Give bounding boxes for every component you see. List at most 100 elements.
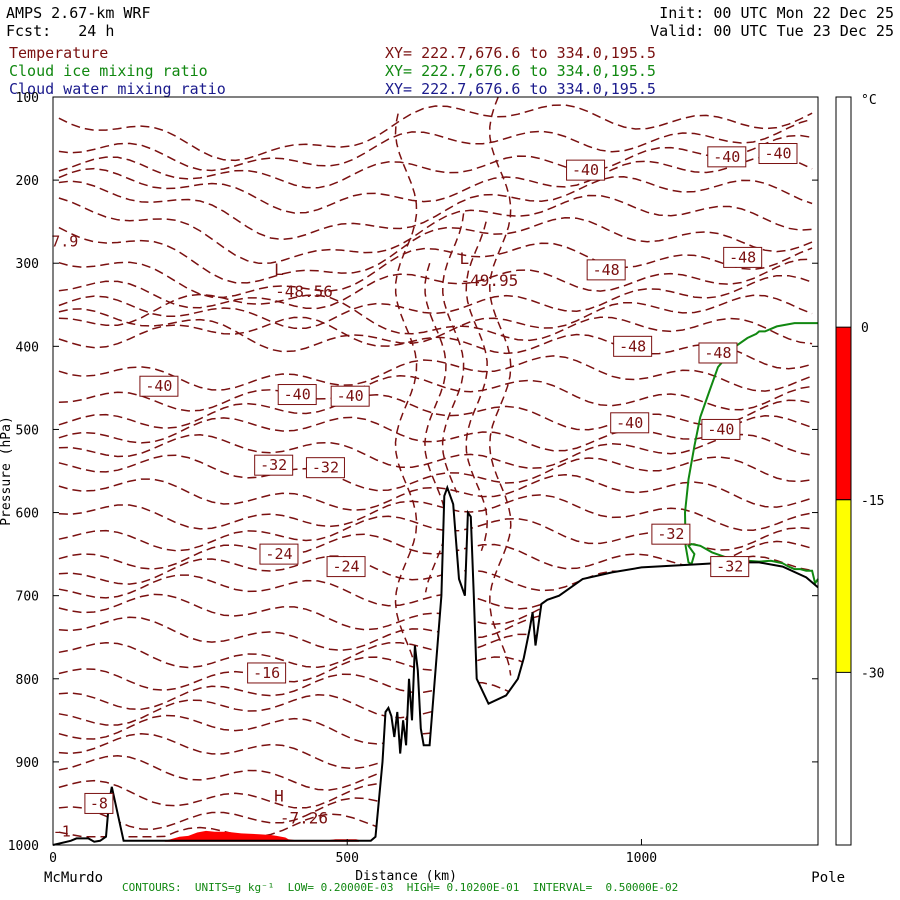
x-tick-label: 0 [49, 851, 57, 866]
temperature-contour-line [58, 393, 813, 431]
extremum-marker: H [274, 787, 284, 806]
contour-label: -32 [312, 459, 339, 477]
field-cloud-water-xy: XY= 222.7,676.6 to 334.0,195.5 [385, 80, 656, 98]
color-scale-level: 0 [861, 321, 869, 336]
color-scale-band [835, 326, 852, 501]
y-tick-label: 100 [16, 91, 39, 106]
x-tick-label: 500 [335, 851, 358, 866]
contour-label-box [586, 259, 626, 281]
contour-label: -32 [260, 456, 287, 474]
color-scale-level: -15 [861, 494, 884, 509]
temperature-contour-line [58, 194, 813, 265]
temperature-contour-line [58, 355, 813, 392]
contour-label-box [259, 543, 299, 565]
contour-label: -32 [657, 525, 684, 543]
contour-label: -40 [337, 387, 364, 405]
contour-label: -40 [616, 414, 643, 432]
model-title: AMPS 2.67-km WRF [6, 4, 151, 22]
contour-label: -48 [619, 337, 646, 355]
contour-label: -8 [90, 794, 108, 812]
contour-label-box [566, 159, 606, 181]
contour-label: -40 [145, 377, 172, 395]
temperature-contour-line [58, 176, 813, 241]
terrain-line [52, 484, 819, 846]
temperature-contour-line [58, 216, 813, 284]
contour-label-box [247, 662, 287, 684]
x-end-label-right: Pole [811, 870, 845, 886]
x-tick-label: 1000 [626, 851, 657, 866]
temperature-contour-line [58, 374, 813, 412]
contour-label-box [610, 412, 650, 434]
color-scale-unit: °C [861, 93, 877, 108]
contour-label-box [723, 246, 763, 268]
cloud-ice-contour [683, 322, 819, 586]
temperature-contour-line [58, 433, 813, 470]
y-axis-title: Pressure (hPa) [0, 416, 14, 526]
color-scale-level: -30 [861, 666, 884, 681]
temperature-contour-line [58, 473, 813, 511]
contour-label-box [707, 146, 747, 168]
contour-label: -40 [764, 145, 791, 163]
temperature-contour-line [58, 118, 813, 172]
extremum-marker: L [274, 260, 284, 279]
temperature-contour-line [58, 258, 813, 310]
init-time: Init: 00 UTC Mon 22 Dec 25 [659, 4, 894, 22]
valid-time: Valid: 00 UTC Tue 23 Dec 25 [650, 22, 894, 40]
contour-label-box [613, 335, 653, 357]
contour-label-box [139, 375, 179, 397]
y-tick-label: 300 [16, 257, 39, 272]
x-end-label-left: McMurdo [44, 870, 103, 886]
contour-label: -48 [704, 344, 731, 362]
extremum-value: -7.26 [280, 809, 328, 828]
temperature-contour-line [58, 134, 813, 189]
contour-label-box [254, 454, 294, 476]
contour-label-box [305, 457, 345, 479]
y-tick-label: 400 [16, 340, 39, 355]
contour-info-footer: CONTOURS: UNITS=g kg⁻¹ LOW= 0.20000E-03 … [122, 881, 679, 894]
temperature-contour-line [465, 221, 488, 552]
temperature-contour-line [58, 415, 813, 452]
color-scale: °C 0 -15 -30 [835, 93, 884, 846]
temperature-contour-line [58, 294, 813, 353]
cloud-water-area [164, 830, 359, 842]
contour-label-box [330, 385, 370, 407]
temperature-contour-line [488, 96, 512, 676]
temperature-contour-line [441, 213, 465, 493]
x-axis-title: Distance (km) [355, 869, 457, 884]
contour-label-box [758, 143, 798, 165]
y-tick-label: 600 [16, 507, 39, 522]
contour-label: -24 [265, 545, 292, 563]
temperature-contour-line [58, 316, 813, 370]
color-scale-band [835, 499, 852, 673]
temperature-contour-line [58, 155, 813, 214]
field-temperature-xy: XY= 222.7,676.6 to 334.0,195.5 [385, 44, 656, 62]
contour-label: -48 [593, 261, 620, 279]
edge-contour-label: -1 [53, 823, 71, 841]
y-tick-label: 900 [16, 756, 39, 771]
contour-label-box [326, 556, 366, 578]
contour-label-box [651, 523, 691, 545]
y-tick-label: 1000 [8, 839, 39, 854]
contour-label-box [710, 556, 750, 578]
extremum-marker: L [460, 249, 470, 268]
field-cloud-water-label: Cloud water mixing ratio [9, 80, 226, 98]
contour-label: -40 [284, 386, 311, 404]
contour-label: -24 [333, 558, 360, 576]
temperature-contour-line [58, 454, 813, 492]
temperature-contour-line [58, 242, 813, 299]
contour-labels: -40 -40 -40 -48 -48 -48 -48 -40 -40 -40 -40 -40 -32 -… [51, 143, 798, 841]
contour-label: -40 [713, 148, 740, 166]
extremum-value: -48.56 [275, 282, 333, 301]
temperature-contour-line [58, 494, 813, 531]
temperature-contour-line [58, 274, 813, 330]
temperature-contour-line [58, 104, 813, 162]
y-tick-label: 500 [16, 423, 39, 438]
y-axis: 100 200 300 400 500 600 700 800 900 1000 Pressure … [0, 91, 818, 854]
plot-frame [52, 96, 819, 846]
contour-label-box [698, 342, 738, 364]
contour-label: -32 [716, 558, 743, 576]
contour-label-box [277, 384, 317, 406]
contour-label: -40 [572, 161, 599, 179]
temperature-contour-line [424, 262, 447, 593]
